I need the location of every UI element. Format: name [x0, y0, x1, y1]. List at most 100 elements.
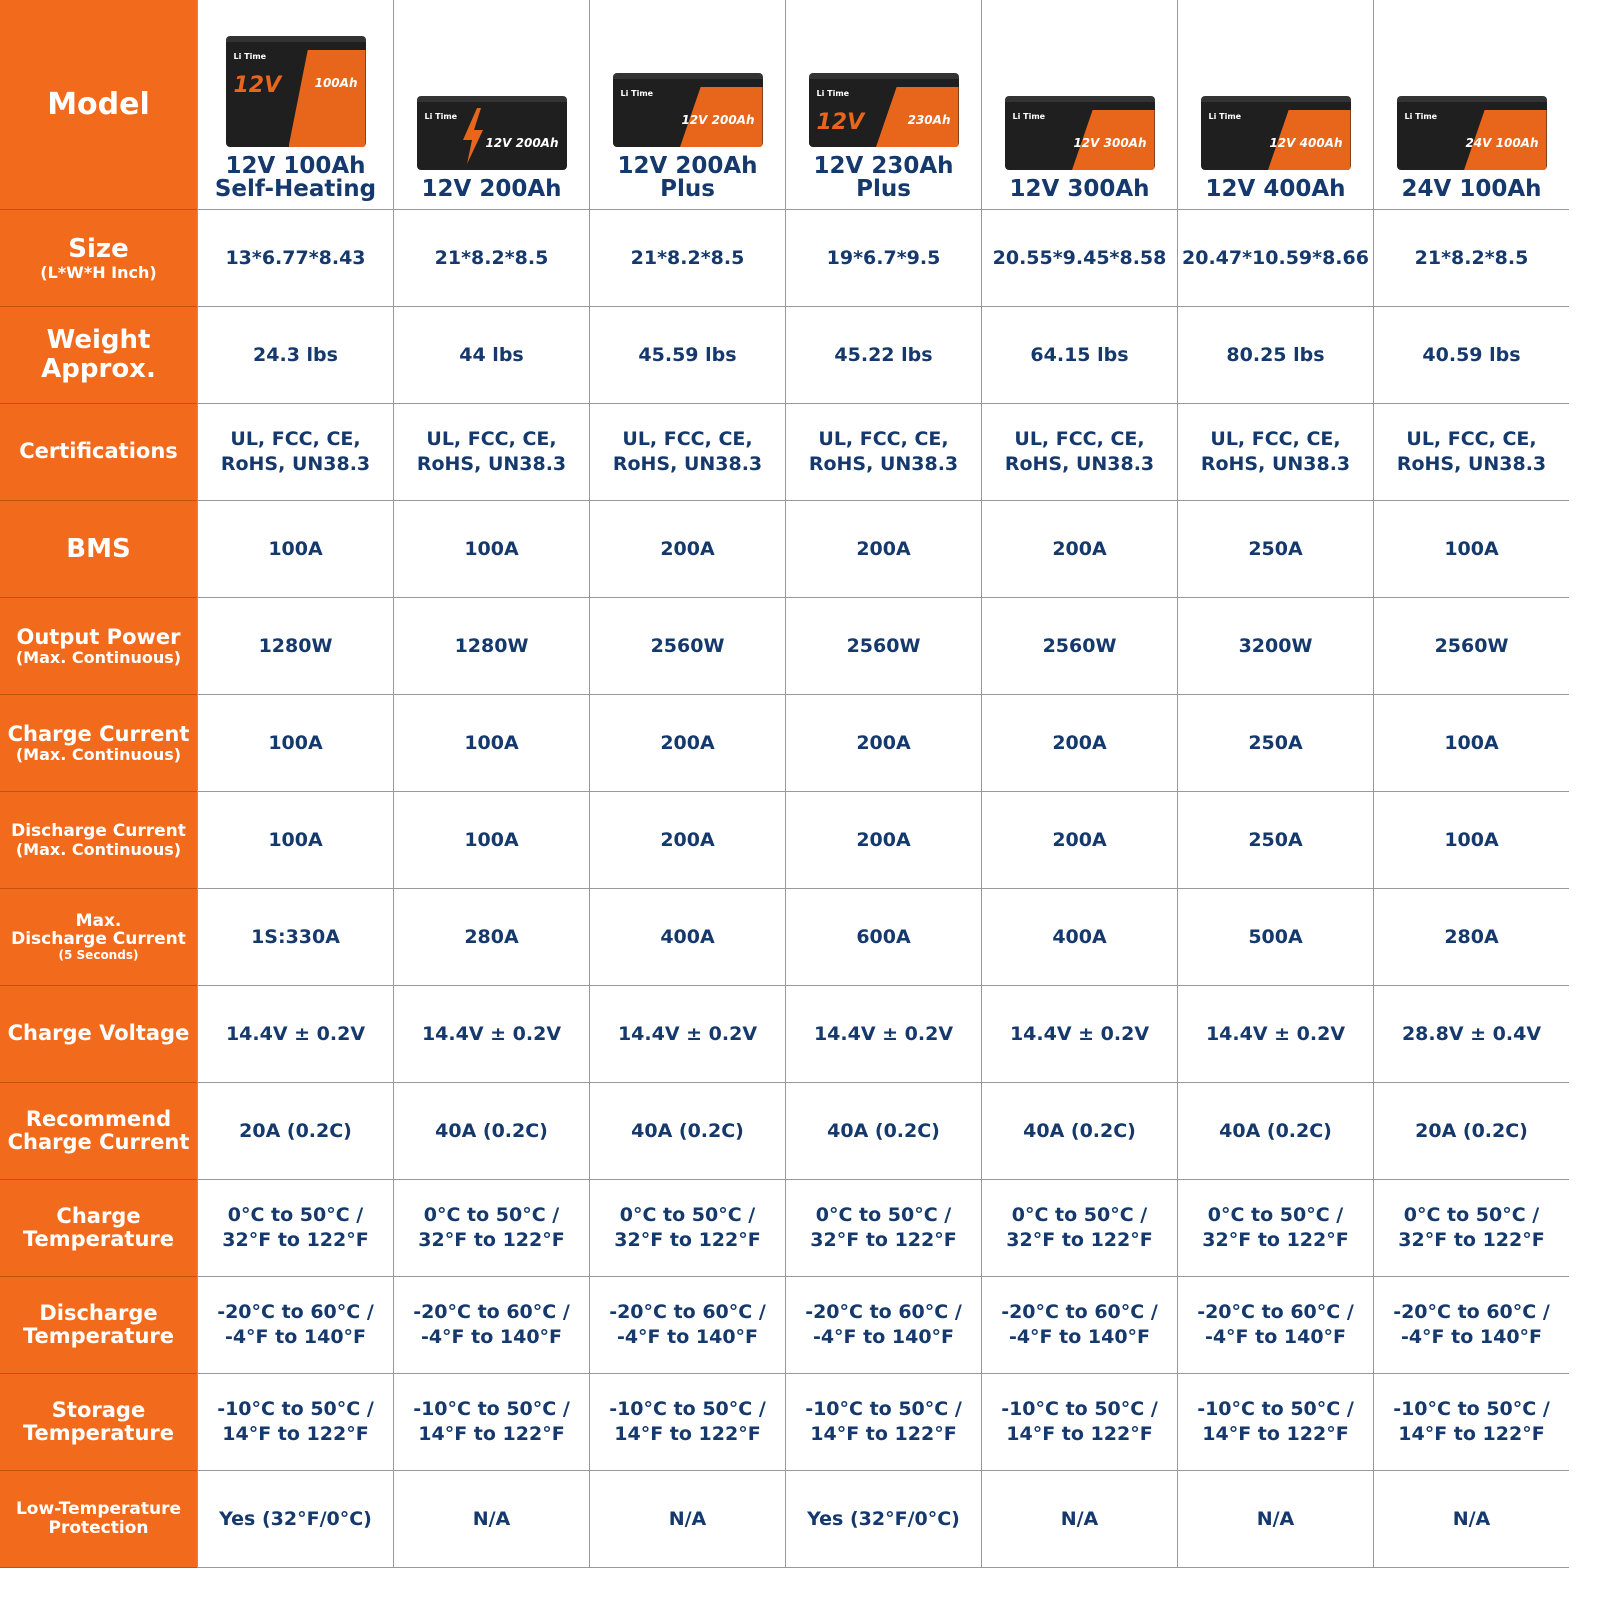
model-name: 12V 200Ah Plus — [617, 153, 758, 202]
table-cell: 200A — [589, 792, 785, 889]
row-label: Discharge Temperature — [0, 1277, 197, 1374]
table-cell: 2560W — [589, 598, 785, 695]
row-label: Discharge Current (Max. Continuous) — [0, 792, 197, 889]
battery-image: Li Time 12V 230Ah — [808, 73, 959, 147]
battery-capacity: 12V 300Ah — [1073, 136, 1147, 150]
table-cell: UL, FCC, CE, RoHS, UN38.3 — [981, 404, 1177, 501]
table-cell: 14.4V ± 0.2V — [589, 986, 785, 1083]
table-cell: -20°C to 60°C / -4°F to 140°F — [589, 1277, 785, 1374]
table-cell: 100A — [393, 501, 589, 598]
row-label: Charge Voltage — [0, 986, 197, 1083]
battery-capacity: 230Ah — [907, 113, 951, 127]
table-cell: -10°C to 50°C / 14°F to 122°F — [589, 1374, 785, 1471]
table-cell: -20°C to 60°C / -4°F to 140°F — [197, 1277, 393, 1374]
model-header-cell: Li Time 12V 400Ah 12V 400Ah — [1177, 0, 1373, 210]
battery-label-panel — [288, 50, 366, 147]
row-label: Charge Current (Max. Continuous) — [0, 695, 197, 792]
row-label: Certifications — [0, 404, 197, 501]
table-cell: -10°C to 50°C / 14°F to 122°F — [1177, 1374, 1373, 1471]
table-cell: 20A (0.2C) — [197, 1083, 393, 1180]
row-label-text: Output Power — [16, 624, 181, 649]
table-cell: -20°C to 60°C / -4°F to 140°F — [393, 1277, 589, 1374]
table-cell: 200A — [589, 501, 785, 598]
table-cell: UL, FCC, CE, RoHS, UN38.3 — [1373, 404, 1569, 501]
table-cell: 100A — [393, 695, 589, 792]
table-cell: 19*6.7*9.5 — [785, 210, 981, 307]
battery-capacity: 12V 200Ah — [485, 136, 559, 150]
battery-capacity: 12V 200Ah — [681, 113, 755, 127]
battery-image: Li Time 12V 200Ah — [612, 73, 763, 147]
table-cell: 0°C to 50°C / 32°F to 122°F — [981, 1180, 1177, 1277]
table-cell: 20A (0.2C) — [1373, 1083, 1569, 1180]
table-cell: 45.59 lbs — [589, 307, 785, 404]
table-cell: UL, FCC, CE, RoHS, UN38.3 — [589, 404, 785, 501]
table-cell: 80.25 lbs — [1177, 307, 1373, 404]
battery-voltage: 12V — [816, 110, 865, 135]
table-cell: 20.47*10.59*8.66 — [1177, 210, 1373, 307]
table-cell: 40.59 lbs — [1373, 307, 1569, 404]
row-label: Storage Temperature — [0, 1374, 197, 1471]
row-label-text: Storage Temperature — [22, 1397, 175, 1445]
table-cell: 14.4V ± 0.2V — [393, 986, 589, 1083]
model-header-cell: Li Time 12V 200Ah 12V 200Ah Plus — [589, 0, 785, 210]
table-cell: 1S:330A — [197, 889, 393, 986]
table-cell: -10°C to 50°C / 14°F to 122°F — [1373, 1374, 1569, 1471]
table-cell: 400A — [981, 889, 1177, 986]
row-label-text: Model — [47, 87, 150, 122]
table-cell: 250A — [1177, 501, 1373, 598]
row-label-text: Recommend Charge Current — [7, 1106, 190, 1154]
table-cell: UL, FCC, CE, RoHS, UN38.3 — [1177, 404, 1373, 501]
brand-logo: Li Time — [1404, 112, 1438, 121]
table-cell: 0°C to 50°C / 32°F to 122°F — [197, 1180, 393, 1277]
table-cell: N/A — [393, 1471, 589, 1568]
table-cell: 200A — [981, 792, 1177, 889]
table-cell: 100A — [197, 501, 393, 598]
table-cell: 600A — [785, 889, 981, 986]
row-label-text: Discharge Current — [11, 820, 186, 841]
table-cell: N/A — [1373, 1471, 1569, 1568]
table-cell: 0°C to 50°C / 32°F to 122°F — [589, 1180, 785, 1277]
table-cell: 280A — [1373, 889, 1569, 986]
model-name: 12V 100Ah Self-Heating — [214, 153, 377, 202]
row-label: Output Power (Max. Continuous) — [0, 598, 197, 695]
brand-logo: Li Time — [424, 112, 458, 121]
battery-image: Li Time 12V 100Ah — [225, 36, 366, 147]
model-header-cell: Li Time 24V 100Ah 24V 100Ah — [1373, 0, 1569, 210]
table-cell: 100A — [1373, 792, 1569, 889]
table-cell: 40A (0.2C) — [785, 1083, 981, 1180]
model-header-cell: Li Time 12V 230Ah 12V 230Ah Plus — [785, 0, 981, 210]
table-cell: 14.4V ± 0.2V — [785, 986, 981, 1083]
row-label: Charge Temperature — [0, 1180, 197, 1277]
table-cell: 200A — [589, 695, 785, 792]
table-cell: UL, FCC, CE, RoHS, UN38.3 — [197, 404, 393, 501]
model-header-cell: Li Time 12V 100Ah 12V 100Ah Self-Heating — [197, 0, 393, 210]
table-cell: -20°C to 60°C / -4°F to 140°F — [1373, 1277, 1569, 1374]
table-cell: 2560W — [785, 598, 981, 695]
table-cell: 0°C to 50°C / 32°F to 122°F — [1373, 1180, 1569, 1277]
table-cell: 100A — [393, 792, 589, 889]
brand-logo: Li Time — [233, 52, 267, 61]
row-label-text: Discharge Temperature — [22, 1300, 175, 1348]
table-cell: N/A — [1177, 1471, 1373, 1568]
table-cell: 40A (0.2C) — [589, 1083, 785, 1180]
table-cell: -20°C to 60°C / -4°F to 140°F — [981, 1277, 1177, 1374]
table-cell: Yes (32°F/0°C) — [197, 1471, 393, 1568]
brand-logo: Li Time — [1208, 112, 1242, 121]
table-cell: -10°C to 50°C / 14°F to 122°F — [197, 1374, 393, 1471]
header-label: Model — [0, 0, 197, 210]
table-cell: 13*6.77*8.43 — [197, 210, 393, 307]
row-label-subtext: (L*W*H Inch) — [40, 262, 157, 282]
table-cell: 200A — [785, 695, 981, 792]
battery-voltage: 12V — [233, 73, 282, 98]
table-cell: N/A — [981, 1471, 1177, 1568]
battery-capacity: 100Ah — [314, 76, 358, 90]
brand-logo: Li Time — [1012, 112, 1046, 121]
battery-image: Li Time 24V 100Ah — [1396, 96, 1547, 170]
battery-capacity: 24V 100Ah — [1465, 136, 1539, 150]
lightning-bolt-icon — [462, 108, 483, 164]
table-cell: -10°C to 50°C / 14°F to 122°F — [785, 1374, 981, 1471]
row-label: Weight Approx. — [0, 307, 197, 404]
table-cell: 0°C to 50°C / 32°F to 122°F — [393, 1180, 589, 1277]
table-cell: 14.4V ± 0.2V — [981, 986, 1177, 1083]
table-cell: UL, FCC, CE, RoHS, UN38.3 — [393, 404, 589, 501]
